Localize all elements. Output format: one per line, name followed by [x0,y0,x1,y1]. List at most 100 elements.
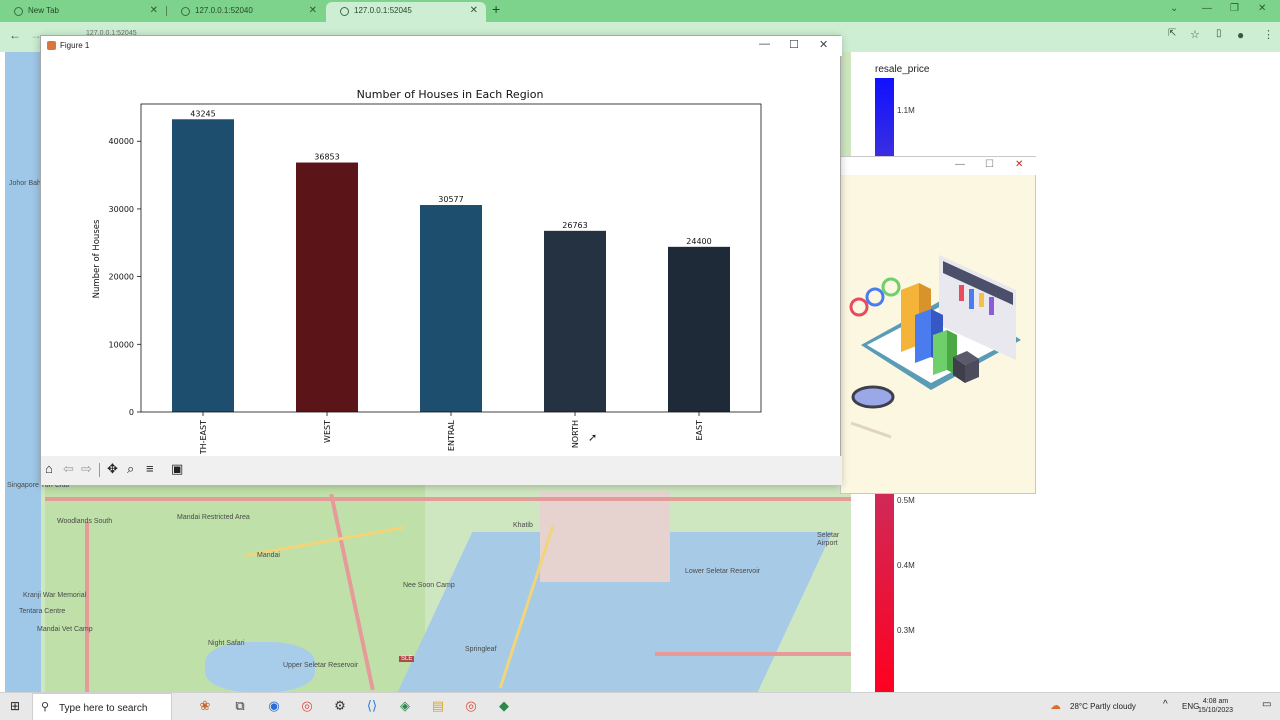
colorbar-title: resale_price [875,64,930,75]
file-explorer-icon[interactable]: ▤ [431,698,445,713]
python-icon[interactable]: ◆ [499,698,509,713]
configure-icon[interactable]: ≡ [146,461,154,476]
app-icon[interactable]: ◈ [400,698,410,713]
y-tick-label: 10000 [109,340,134,349]
forward-icon[interactable]: ⇨ [81,461,92,476]
close-button[interactable]: ✕ [819,39,829,51]
x-tick-label: NORTH [571,420,580,448]
bar-value-label: 24400 [686,237,711,246]
bar-chart: Number of Houses in Each Region Number o… [92,88,762,454]
y-tick-label: 0 [129,408,134,417]
map-label: Khatib [513,522,533,529]
urban-area [540,492,670,582]
minimize-icon[interactable]: — [955,159,965,170]
y-axis-label: Number of Houses [92,219,102,298]
maximize-icon[interactable]: ☐ [985,159,994,170]
notifications-icon[interactable]: ▭ [1262,699,1272,710]
strait-water [5,52,41,692]
matplotlib-icon [47,41,56,50]
menu-dots-icon[interactable]: ⋮ [1263,29,1274,41]
tab-separator [166,6,167,16]
matplotlib-toolbar: ⌂ ⇦ ⇨ ✥ ⌕ ≡ ▣ [41,456,842,485]
map-road [45,497,851,501]
x-tick-label: EAST [695,420,704,441]
bar-west [296,162,358,412]
map-road [85,522,89,692]
plot-area: Number of Houses in Each Region Number o… [41,56,842,454]
illustration-title-bar: — ☐ ✕ [841,157,1037,175]
tab-52040[interactable]: 127.0.0.1:52040 ✕ [167,2,325,22]
map-label: Mandai [257,552,280,559]
maximize-button[interactable]: ☐ [789,39,799,51]
minimize-button[interactable]: — [759,38,770,50]
map-label: Mandai Restricted Area [177,514,250,521]
map-label: Singapore Turf Club [7,482,70,489]
clock-time: 4:08 am [1202,698,1229,705]
omnibox[interactable]: 127.0.0.1:52045 [86,30,137,37]
bar-value-label: 43245 [190,109,215,118]
browser-tab-strip: New Tab ✕ 127.0.0.1:52040 ✕ 127.0.0.1:52… [0,0,1280,22]
map-label: Lower Seletar Reservoir [685,568,761,575]
pan-icon[interactable]: ✥ [107,461,118,476]
windows-start-icon[interactable]: ⊞ [10,699,21,713]
colorbar-tick: 0.3M [897,626,915,635]
bar-value-label: 36853 [314,153,339,162]
close-icon[interactable]: ✕ [1258,3,1267,14]
colorbar-tick: 0.5M [897,496,915,505]
chevron-down-icon[interactable]: ⌄ [1170,3,1179,14]
clock[interactable]: 4:08 am 15/10/2023 [1198,697,1233,715]
language-indicator[interactable]: ENG [1182,702,1200,711]
tab-new-tab[interactable]: New Tab ✕ [0,2,166,22]
mouse-cursor-icon: ➚ [588,432,598,444]
forward-icon[interactable]: → [30,28,42,42]
close-icon[interactable]: ✕ [1015,159,1024,170]
map-label: Woodlands South [57,518,113,525]
bar-value-label: 30577 [438,195,463,204]
map-road [655,652,851,656]
zoom-icon[interactable]: ⌕ [127,461,135,476]
x-tick-label: WEST [323,420,332,443]
x-tick-label: TH-EAST [199,420,208,454]
close-tab-icon[interactable]: ✕ [149,5,158,16]
home-icon[interactable]: ⌂ [45,461,53,476]
app-icon[interactable]: ◉ [268,698,280,713]
restore-icon[interactable]: ❐ [1230,3,1239,14]
toolbar-separator [99,463,100,477]
x-tick-label: ENTRAL [447,419,456,451]
back-icon[interactable]: ← [9,28,21,42]
search-placeholder: Type here to search [59,703,148,714]
back-icon[interactable]: ⇦ [63,461,74,476]
close-tab-icon[interactable]: ✕ [308,5,317,16]
clock-date: 15/10/2023 [1198,707,1234,714]
globe-icon [340,7,349,16]
chrome-icon[interactable]: ◎ [301,698,313,713]
taskbar-search[interactable]: ⚲ Type here to search [32,693,172,720]
map-label: Kranji War Memorial [23,592,87,599]
bar-central [420,205,482,412]
map-label: Tentara Centre [19,608,66,615]
chart-title: Number of Houses in Each Region [357,88,544,101]
vscode-icon[interactable]: ⟨⟩ [366,698,378,713]
bookmark-star-icon[interactable]: ☆ [1190,29,1200,41]
settings-icon[interactable]: ⚙ [334,698,346,713]
tab-label: 127.0.0.1:52045 [354,6,412,15]
bar-east [668,246,730,412]
new-tab-button[interactable]: + [492,1,501,17]
task-view-icon[interactable]: ⧉ [235,698,245,713]
share-icon[interactable]: ⇱ [1168,28,1177,39]
tab-52045[interactable]: 127.0.0.1:52045 ✕ [326,2,486,22]
chrome-icon[interactable]: ◎ [465,698,477,713]
figure-window: Figure 1 — ☐ ✕ Number of Houses in Each … [40,35,842,485]
minimize-icon[interactable]: — [1202,3,1212,14]
bar-north-east [172,119,234,412]
search-highlight-icon[interactable]: ❀ [199,698,211,713]
profile-icon[interactable]: ● [1237,28,1245,42]
close-tab-icon[interactable]: ✕ [469,5,478,16]
y-tick-label: 30000 [109,205,134,214]
save-icon[interactable]: ▣ [171,461,184,476]
weather-text[interactable]: 28°C Partly cloudy [1070,702,1136,711]
chevron-up-icon[interactable]: ^ [1163,699,1168,710]
search-icon: ⚲ [41,701,50,713]
sidepanel-icon[interactable]: ▯ [1216,28,1222,39]
map-label: Mandai Vet Camp [37,626,93,633]
